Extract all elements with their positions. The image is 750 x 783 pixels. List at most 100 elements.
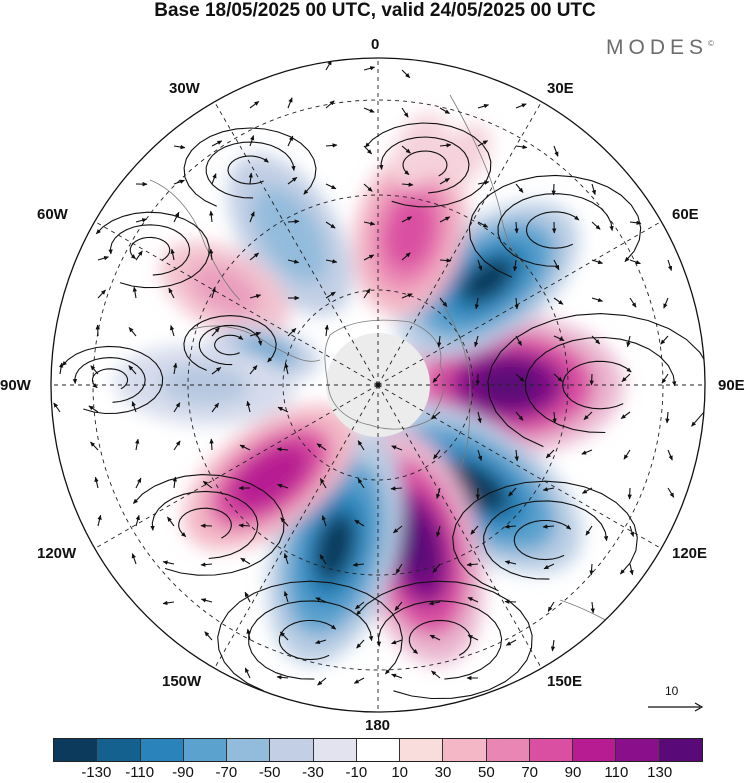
flow-arrow	[168, 287, 175, 299]
colorbar-swatch	[616, 739, 660, 761]
flow-arrow	[58, 362, 64, 375]
flow-arrow	[319, 478, 327, 489]
flow-arrow	[431, 670, 441, 679]
flow-arrow	[248, 172, 253, 185]
flow-arrow	[477, 180, 490, 185]
anomaly-contour	[231, 444, 309, 511]
flow-arrow	[391, 673, 403, 679]
flow-arrow	[315, 597, 327, 603]
flow-arrow	[477, 221, 489, 228]
flow-arrow	[204, 631, 213, 641]
flow-arrow	[583, 411, 593, 420]
anomaly-contour	[189, 263, 261, 317]
flow-arrow	[504, 599, 517, 604]
meridian-line	[83, 384, 379, 556]
colorbar-tick-label: 110	[604, 764, 629, 781]
flow-arrow	[363, 107, 375, 113]
anomaly-shading	[115, 112, 624, 666]
flow-arrow	[514, 221, 519, 234]
flow-arrow	[211, 173, 217, 185]
flow-arrow	[623, 449, 631, 460]
streamline	[91, 368, 129, 390]
lon-label-120e: 120E	[672, 545, 708, 562]
streamline	[227, 155, 269, 185]
flow-arrow	[542, 524, 555, 529]
flow-arrow	[94, 476, 99, 489]
flow-arrow	[553, 259, 560, 271]
flow-arrow	[277, 483, 289, 489]
flow-arrow	[172, 476, 178, 489]
flow-arrow	[363, 288, 371, 299]
flow-arrow	[325, 183, 337, 190]
flow-arrow	[515, 411, 524, 421]
flow-arrow	[429, 634, 441, 641]
meridian-line	[377, 214, 673, 386]
flow-arrow	[238, 523, 251, 528]
flow-arrow	[391, 639, 403, 645]
flow-arrow	[135, 477, 142, 489]
colorbar-swatch	[356, 739, 401, 761]
reference-vector-label: 10	[665, 684, 679, 698]
flow-arrow	[97, 514, 102, 527]
flow-arrow	[162, 560, 175, 565]
streamline	[278, 619, 337, 661]
flow-arrow	[135, 218, 148, 223]
flow-arrow	[363, 66, 376, 71]
flow-arrow	[439, 258, 452, 263]
flow-arrow	[249, 135, 255, 147]
flow-arrow	[354, 601, 365, 610]
coastline	[439, 299, 471, 471]
streamline	[483, 500, 609, 580]
flow-arrow	[552, 411, 557, 424]
flow-arrow	[508, 487, 517, 497]
flow-arrow	[239, 444, 251, 451]
flow-arrow	[211, 286, 216, 299]
flow-arrow	[581, 487, 593, 494]
colorbar-tick-label: -110	[125, 764, 155, 781]
colorbar-swatch	[183, 739, 228, 761]
flow-arrow	[439, 297, 448, 308]
streamline	[402, 150, 448, 177]
flow-arrow	[172, 362, 178, 375]
graticule	[51, 58, 705, 712]
flow-arrow	[325, 291, 336, 299]
flow-arrow	[287, 259, 300, 264]
colorbar-tick-label: -90	[172, 764, 194, 781]
flow-arrow	[401, 252, 411, 261]
colorbar-swatch	[443, 739, 487, 761]
flow-arrow	[515, 103, 527, 109]
flow-arrow	[667, 449, 673, 461]
flow-arrow	[354, 519, 365, 527]
flow-arrow	[169, 324, 175, 337]
streamline	[61, 345, 164, 415]
colorbar-tick-label: 10	[391, 764, 408, 781]
flow-arrow	[240, 557, 251, 565]
flow-arrow	[131, 401, 137, 413]
streamline	[364, 122, 492, 208]
flow-arrow	[135, 250, 143, 261]
streamline	[379, 136, 470, 194]
flow-arrow	[287, 97, 293, 109]
anomaly-contour	[438, 123, 492, 187]
flow-arrow	[363, 183, 373, 192]
flow-arrow	[276, 447, 289, 452]
flow-arrow	[591, 183, 596, 196]
streamlines	[53, 60, 705, 700]
anomaly-contour	[160, 364, 250, 406]
flow-arrow	[665, 411, 670, 424]
flow-arrow	[553, 335, 565, 342]
flow-arrow	[363, 145, 372, 155]
flow-arrow	[211, 402, 220, 413]
lon-label-60w: 60W	[37, 206, 68, 223]
flow-arrow	[660, 335, 669, 345]
flow-arrow	[477, 103, 490, 109]
flow-arrow	[325, 221, 336, 229]
flow-arrow	[589, 563, 594, 576]
colorbar-labels: -130 -110 -90 -70 -50 -30 -10 10 30 50 70 90 110 130	[53, 764, 703, 782]
flow-arrow	[244, 591, 251, 603]
meridian-line	[207, 384, 379, 680]
flow-arrow	[352, 562, 365, 567]
flow-arrow	[321, 515, 327, 527]
flow-arrow	[249, 365, 258, 375]
anomaly-contour	[397, 512, 438, 583]
